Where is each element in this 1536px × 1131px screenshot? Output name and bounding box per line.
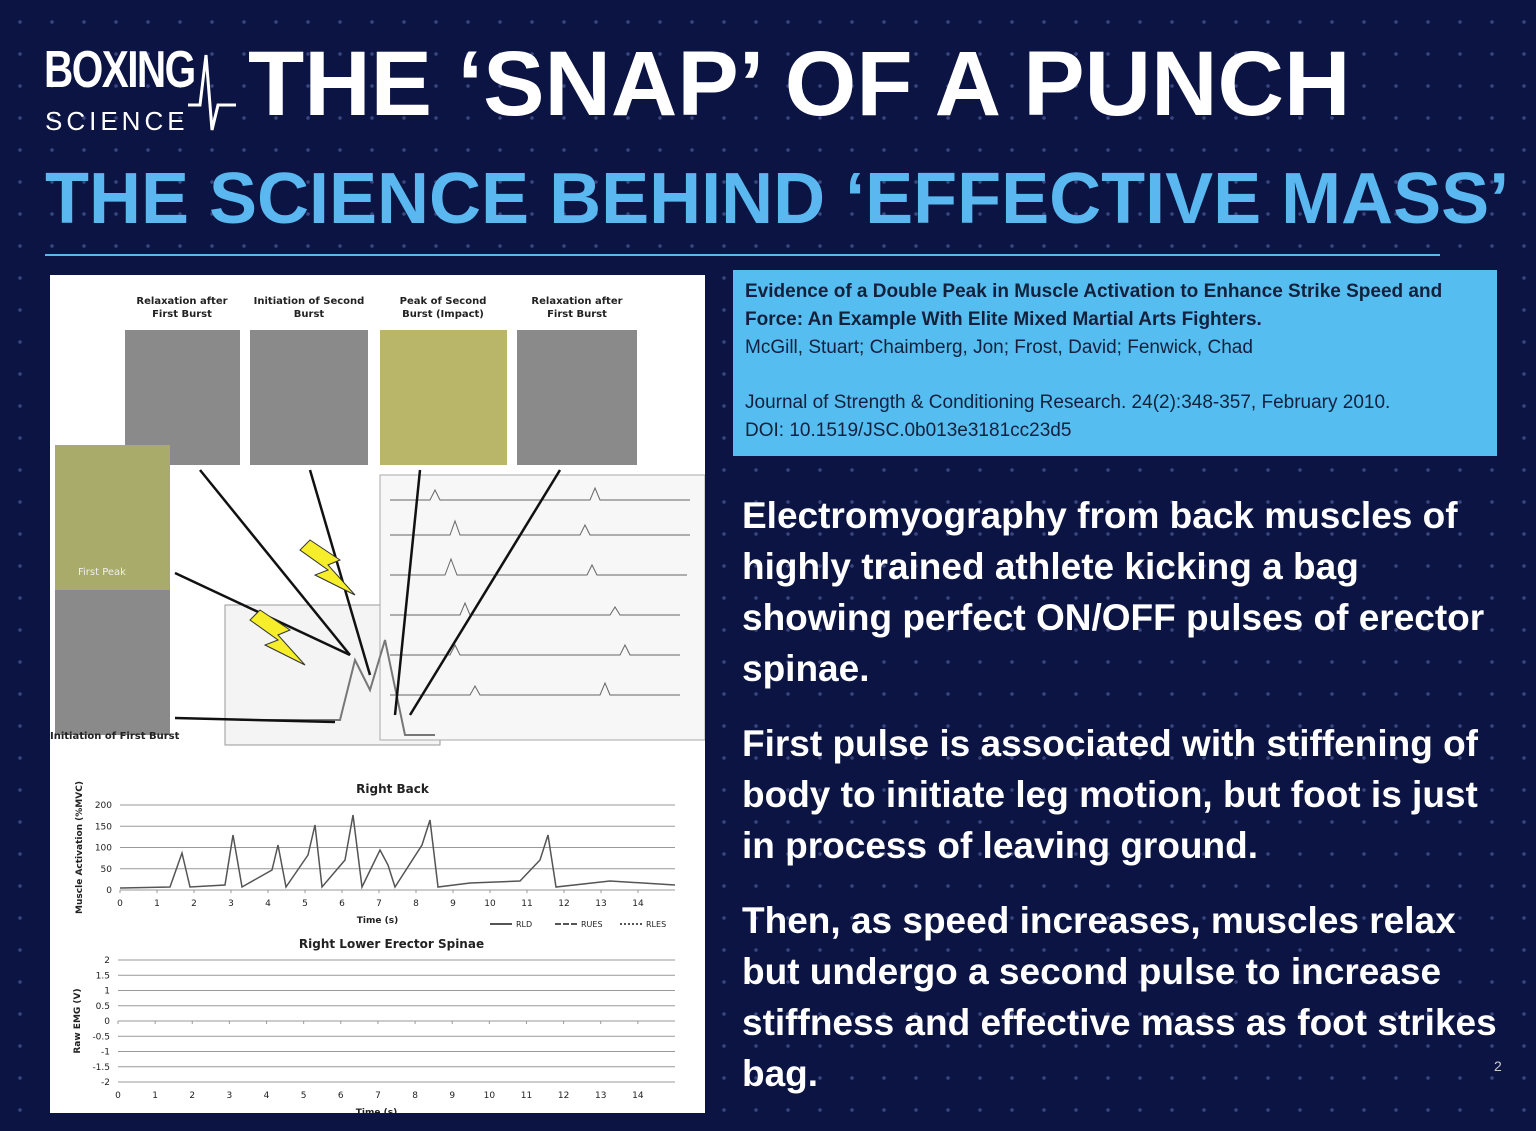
photo-caption: Relaxation after First Burst: [531, 296, 623, 320]
lightning: [249, 539, 356, 666]
y-tick-label: 0: [106, 886, 112, 896]
photo-caption: Initiation of Second Burst: [253, 296, 365, 320]
photos: [55, 330, 705, 746]
x-tick-label: 1: [152, 1091, 158, 1101]
logo-pulse: [188, 54, 236, 131]
x-tick-label: 12: [558, 899, 569, 909]
divider: [45, 254, 1440, 256]
legend-label: RLD: [516, 920, 532, 929]
body-text: Electromyography from back muscles of hi…: [742, 490, 1512, 1123]
x-tick-label: 3: [228, 899, 234, 909]
y-tick-label: -1.5: [92, 1063, 110, 1073]
reference-title: Evidence of a Double Peak in Muscle Acti…: [745, 281, 1443, 330]
y-tick-label: 1: [104, 987, 110, 997]
reference-box: Evidence of a Double Peak in Muscle Acti…: [733, 270, 1497, 456]
x-tick-label: 11: [521, 899, 532, 909]
y-tick-label: 150: [95, 822, 112, 832]
side-label: First Peak: [78, 567, 126, 578]
x-tick-label: 7: [375, 1091, 381, 1101]
y-tick-label: -0.5: [92, 1032, 110, 1042]
y-axis-label: Muscle Activation (%MVC): [75, 781, 85, 914]
y-tick-label: -1: [101, 1048, 110, 1058]
y-axis-label: Raw EMG (V): [73, 988, 83, 1053]
x-tick-label: 6: [339, 899, 345, 909]
traces-decor: [240, 486, 690, 736]
x-tick-label: 0: [117, 899, 123, 909]
y-tick-label: -2: [101, 1078, 110, 1088]
figure: Relaxation after First Burst Initiation o…: [50, 275, 705, 1113]
legend-label: RLES: [646, 920, 666, 929]
x-tick-label: 10: [484, 1091, 496, 1101]
photo-caption: Relaxation after First Burst: [136, 296, 228, 320]
y-tick-label: 2: [104, 956, 110, 966]
x-tick-label: 2: [189, 1091, 195, 1101]
x-tick-label: 8: [412, 1091, 418, 1101]
page-number: 2: [1494, 1058, 1502, 1074]
paragraph: Then, as speed increases, muscles relax …: [742, 900, 1497, 1094]
legend-label: RUES: [581, 920, 603, 929]
x-tick-label: 7: [376, 899, 382, 909]
y-tick-label: 0.5: [96, 1002, 110, 1012]
x-tick-label: 0: [115, 1091, 121, 1101]
x-tick-label: 8: [413, 899, 419, 909]
x-tick-label: 11: [521, 1091, 532, 1101]
x-tick-label: 13: [595, 899, 606, 909]
x-tick-label: 14: [632, 1091, 644, 1101]
x-tick-label: 2: [191, 899, 197, 909]
x-tick-label: 1: [154, 899, 160, 909]
x-tick-label: 5: [302, 899, 308, 909]
y-tick-label: 0: [104, 1017, 110, 1027]
x-tick-label: 9: [449, 1091, 455, 1101]
x-tick-label: 14: [632, 899, 644, 909]
x-axis-label: Time (s): [356, 1108, 397, 1113]
y-tick-label: 100: [95, 844, 112, 854]
chart-title: Right Lower Erector Spinae: [299, 937, 484, 951]
photo-caption: Peak of Second Burst (Impact): [399, 296, 487, 320]
y-tick-label: 50: [101, 865, 113, 875]
logo-top: BOXING: [44, 41, 196, 99]
logo-bottom: SCIENCE: [45, 106, 189, 136]
x-tick-label: 9: [450, 899, 456, 909]
x-tick-label: 10: [484, 899, 496, 909]
x-axis-label: Time (s): [357, 916, 398, 926]
reference-journal: Journal of Strength & Conditioning Resea…: [745, 392, 1391, 413]
side-label: Initiation of First Burst: [50, 731, 180, 742]
emg-trace-decor: [119, 814, 676, 890]
x-tick-label: 5: [301, 1091, 307, 1101]
reference-authors: McGill, Stuart; Chaimberg, Jon; Frost, D…: [745, 337, 1253, 358]
subtitle: THE SCIENCE BEHIND ‘EFFECTIVE MASS’: [45, 159, 1510, 239]
paragraph: Electromyography from back muscles of hi…: [742, 495, 1485, 689]
x-tick-label: 4: [264, 1091, 270, 1101]
x-tick-label: 13: [595, 1091, 606, 1101]
x-tick-label: 12: [558, 1091, 569, 1101]
title: THE ‘SNAP’ OF A PUNCH: [248, 33, 1351, 135]
reference-doi: DOI: 10.1519/JSC.0b013e3181cc23d5: [745, 420, 1072, 441]
chart-title: Right Back: [356, 782, 430, 796]
x-tick-label: 4: [265, 899, 271, 909]
y-tick-label: 1.5: [96, 971, 110, 981]
paragraph: First pulse is associated with stiffenin…: [742, 723, 1479, 866]
y-tick-label: 200: [95, 801, 112, 811]
x-tick-label: 6: [338, 1091, 344, 1101]
x-tick-label: 3: [227, 1091, 233, 1101]
